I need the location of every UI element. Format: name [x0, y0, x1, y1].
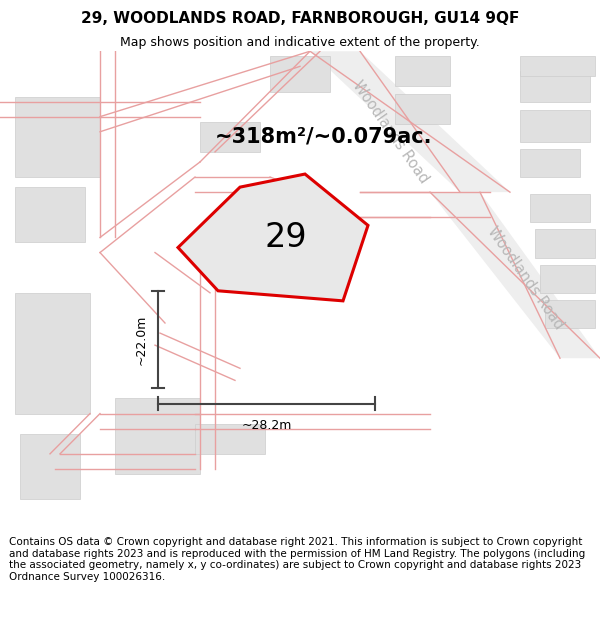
Polygon shape: [520, 109, 590, 142]
Text: ~22.0m: ~22.0m: [135, 314, 148, 365]
Polygon shape: [395, 56, 450, 86]
Text: ~28.2m: ~28.2m: [241, 419, 292, 432]
Polygon shape: [20, 434, 80, 499]
Polygon shape: [520, 71, 590, 102]
Polygon shape: [178, 174, 368, 301]
Polygon shape: [540, 264, 595, 292]
Polygon shape: [395, 94, 450, 124]
Polygon shape: [195, 424, 265, 454]
Polygon shape: [15, 96, 100, 177]
Text: Contains OS data © Crown copyright and database right 2021. This information is : Contains OS data © Crown copyright and d…: [9, 537, 585, 582]
Text: 29: 29: [264, 221, 307, 254]
Polygon shape: [520, 56, 595, 76]
Text: Map shows position and indicative extent of the property.: Map shows position and indicative extent…: [120, 36, 480, 49]
Polygon shape: [430, 192, 600, 358]
Text: Woodlands Road: Woodlands Road: [349, 78, 431, 186]
Polygon shape: [15, 292, 90, 414]
Polygon shape: [530, 194, 590, 222]
Text: 29, WOODLANDS ROAD, FARNBOROUGH, GU14 9QF: 29, WOODLANDS ROAD, FARNBOROUGH, GU14 9Q…: [81, 11, 519, 26]
Polygon shape: [310, 51, 510, 192]
Polygon shape: [270, 56, 330, 91]
Polygon shape: [115, 399, 200, 474]
Polygon shape: [535, 229, 595, 258]
Text: Woodlands Road: Woodlands Road: [484, 224, 566, 332]
Polygon shape: [545, 300, 595, 328]
Polygon shape: [15, 187, 85, 242]
Polygon shape: [520, 149, 580, 177]
Polygon shape: [200, 122, 260, 152]
Text: ~318m²/~0.079ac.: ~318m²/~0.079ac.: [215, 127, 433, 147]
